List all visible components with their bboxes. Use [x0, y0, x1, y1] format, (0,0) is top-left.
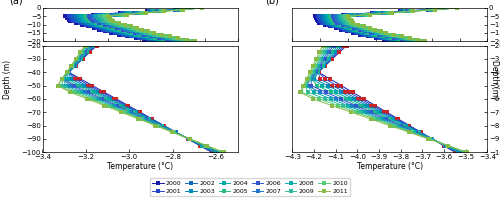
Text: (a): (a): [10, 0, 23, 5]
Text: (b): (b): [265, 0, 279, 5]
Legend: 2000, 2001, 2002, 2003, 2004, 2005, 2006, 2007, 2008, 2009, 2010, 2011: 2000, 2001, 2002, 2003, 2004, 2005, 2006…: [150, 178, 350, 196]
Text: Depth (m): Depth (m): [490, 60, 499, 99]
Text: Depth (m): Depth (m): [2, 60, 12, 99]
X-axis label: Temperature (°C): Temperature (°C): [357, 162, 423, 171]
X-axis label: Temperature (°C): Temperature (°C): [107, 162, 173, 171]
